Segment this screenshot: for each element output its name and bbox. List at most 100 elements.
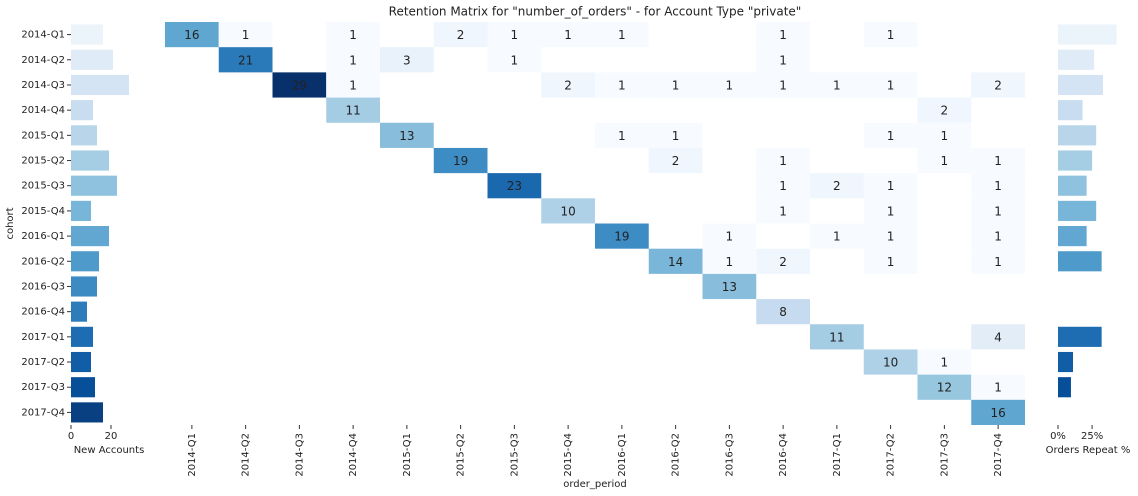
heatmap-cell <box>863 223 918 249</box>
y-tick-label: 2017-Q1 <box>21 332 65 343</box>
bar <box>71 251 99 272</box>
x-tick-label: 2017-Q4 <box>993 433 1004 477</box>
x-tick-label: 2014-Q2 <box>241 433 252 477</box>
cell-label: 13 <box>722 280 737 294</box>
cell-label: 1 <box>672 129 680 143</box>
heatmap-cell <box>917 122 972 148</box>
heatmap-cell <box>971 223 1025 249</box>
heatmap-cell <box>326 47 380 73</box>
x-tick-label: 2016-Q1 <box>617 433 628 477</box>
bar <box>1058 200 1097 221</box>
heatmap-cell <box>810 72 864 98</box>
x-tick-label: 25% <box>1081 431 1103 442</box>
cell-label: 1 <box>994 381 1002 395</box>
bar <box>71 226 109 247</box>
cell-label: 1 <box>618 28 626 42</box>
bar <box>71 100 93 121</box>
heatmap-cell <box>971 198 1025 224</box>
bar <box>71 402 103 423</box>
cell-label: 1 <box>887 129 895 143</box>
heatmap-cell <box>648 147 703 174</box>
y-tick-label: 2016-Q4 <box>21 307 65 318</box>
heatmap-cell <box>971 147 1025 174</box>
heatmap-cell <box>756 299 810 325</box>
heatmap-cell <box>756 47 810 73</box>
y-tick-label: 2014-Q2 <box>21 55 65 66</box>
heatmap-cell <box>595 72 649 98</box>
heatmap-cell <box>917 97 972 123</box>
heatmap-cell <box>863 72 918 98</box>
cell-label: 1 <box>941 356 949 370</box>
bar <box>71 301 87 322</box>
bar <box>1058 377 1071 398</box>
bar <box>71 377 95 398</box>
heatmap-cell <box>863 122 918 148</box>
cell-label: 1 <box>994 230 1002 244</box>
heatmap-cell <box>380 122 434 148</box>
cell-label: 1 <box>887 255 895 269</box>
x-tick-label: 2017-Q2 <box>886 433 897 477</box>
cell-label: 1 <box>779 78 787 92</box>
bar <box>1058 125 1097 146</box>
heatmap-cell <box>595 22 649 48</box>
heatmap-cell <box>648 72 703 98</box>
bar <box>1058 251 1102 272</box>
cell-label: 11 <box>345 104 360 118</box>
bar <box>1058 24 1117 45</box>
cell-label: 12 <box>937 381 952 395</box>
cell-label: 1 <box>779 204 787 218</box>
y-tick-label: 2016-Q1 <box>21 231 65 242</box>
heatmap-cell <box>756 72 810 98</box>
x-tick-label: 2016-Q3 <box>724 433 735 477</box>
x-tick-label: 2015-Q4 <box>563 433 574 477</box>
y-tick-label: 2014-Q4 <box>21 105 65 116</box>
x-tick-label: 2017-Q3 <box>939 433 950 477</box>
bar <box>71 74 129 96</box>
bar <box>71 175 117 196</box>
cell-label: 1 <box>779 154 787 168</box>
cell-label: 19 <box>614 230 629 244</box>
bar <box>1058 326 1102 347</box>
x-tick-label: 2015-Q1 <box>402 433 413 477</box>
cell-label: 1 <box>672 78 680 92</box>
heatmap-cell <box>971 173 1025 199</box>
y-tick-label: 2014-Q1 <box>21 30 65 41</box>
cell-label: 10 <box>560 204 575 218</box>
y-tick-label: 2017-Q2 <box>21 357 65 368</box>
cell-label: 1 <box>887 28 895 42</box>
cell-label: 1 <box>618 129 626 143</box>
cell-label: 1 <box>994 154 1002 168</box>
y-tick-label: 2015-Q2 <box>21 156 65 167</box>
bar <box>1058 226 1087 247</box>
cell-label: 1 <box>618 78 626 92</box>
heatmap-cell <box>863 173 918 199</box>
heatmap-cell <box>487 22 542 48</box>
cell-label: 10 <box>883 356 898 370</box>
heatmap-cell <box>702 273 757 300</box>
heatmap-cell <box>648 122 703 148</box>
bar <box>71 49 113 70</box>
heatmap-cell <box>863 349 918 375</box>
x-tick-label: 2014-Q1 <box>187 433 198 477</box>
heatmap-cell <box>917 374 972 400</box>
heatmap-cell <box>487 173 542 199</box>
bar <box>71 351 91 373</box>
heatmap-cell <box>917 349 972 375</box>
heatmap-cell <box>541 22 595 48</box>
cell-label: 1 <box>994 204 1002 218</box>
cell-label: 21 <box>238 53 253 67</box>
x-axis-label: order_period <box>563 479 627 490</box>
bar <box>71 24 103 45</box>
bar <box>71 326 93 347</box>
bar <box>71 125 97 146</box>
cell-label: 1 <box>887 179 895 193</box>
bar <box>1058 49 1095 70</box>
x-tick-label: 2016-Q2 <box>671 433 682 477</box>
heatmap-cell <box>756 22 810 48</box>
cell-label: 8 <box>779 305 787 319</box>
heatmap-cell <box>702 72 757 98</box>
bar <box>1058 100 1083 121</box>
cell-label: 1 <box>726 230 734 244</box>
y-tick-label: 2014-Q3 <box>21 80 65 91</box>
y-tick-label: 2015-Q3 <box>21 181 65 192</box>
